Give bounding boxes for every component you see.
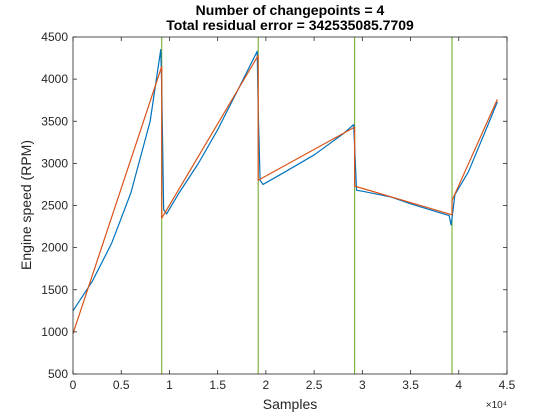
- y-axis-label: Engine speed (RPM): [18, 140, 34, 270]
- x-axis-ticks: 0 0.5 1 1.5 2 2.5 3 3.5 4 4.5: [70, 37, 516, 392]
- plot-area: [73, 37, 507, 374]
- x-tick-label: 1: [166, 378, 173, 392]
- y-tick-label: 1500: [41, 283, 68, 297]
- x-tick-label: 3: [359, 378, 366, 392]
- x-tick-label: 0: [70, 378, 77, 392]
- y-axis-ticks: 500 1000 1500 2000 2500 3000 3500 4000 4500: [41, 30, 507, 381]
- y-tick-label: 2500: [41, 199, 68, 213]
- y-tick-label: 500: [48, 367, 68, 381]
- x-tick-label: 0.5: [113, 378, 130, 392]
- y-tick-label: 3500: [41, 114, 68, 128]
- y-tick-label: 4000: [41, 72, 68, 86]
- chart-subtitle: Total residual error = 342535085.7709: [166, 17, 414, 33]
- x-tick-label: 3.5: [402, 378, 419, 392]
- data-series: [72, 49, 498, 334]
- x-tick-label: 4.5: [499, 378, 516, 392]
- x-tick-label: 2: [263, 378, 270, 392]
- x-axis-label: Samples: [263, 396, 317, 412]
- y-tick-label: 2000: [41, 241, 68, 255]
- x-tick-label: 1.5: [209, 378, 226, 392]
- y-tick-label: 1000: [41, 325, 68, 339]
- chart-title: Number of changepoints = 4: [196, 2, 385, 18]
- x-tick-label: 4: [455, 378, 462, 392]
- x-tick-label: 2.5: [306, 378, 323, 392]
- series-line-2: [72, 54, 498, 334]
- x-axis-exponent: ×10⁴: [486, 400, 507, 411]
- y-tick-label: 4500: [41, 30, 68, 44]
- y-tick-label: 3000: [41, 156, 68, 170]
